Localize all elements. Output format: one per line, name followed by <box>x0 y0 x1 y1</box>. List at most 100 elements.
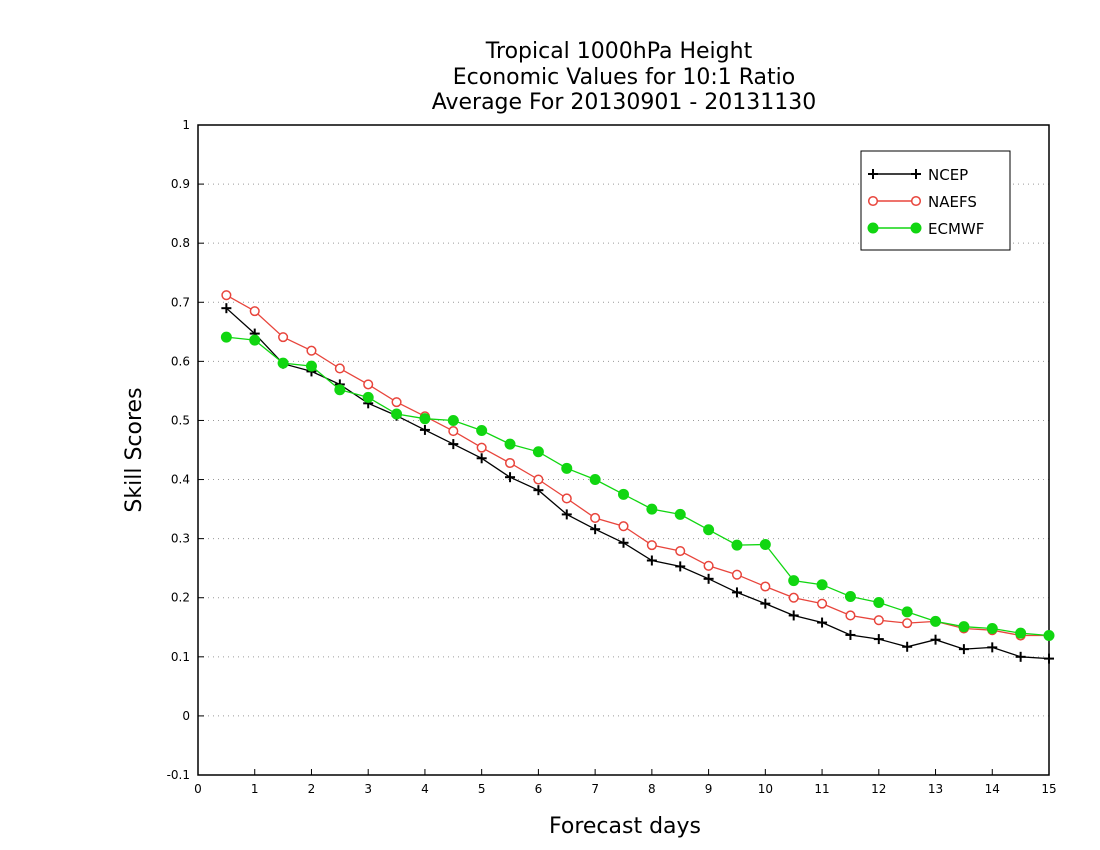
marker-plus <box>987 642 998 653</box>
marker-filled-circle <box>986 622 998 634</box>
marker-plus <box>561 509 572 520</box>
marker-filled-circle <box>476 425 488 436</box>
marker-filled-circle <box>419 413 431 425</box>
marker-filled-circle <box>873 596 885 608</box>
y-tick-label: 1 <box>182 118 190 132</box>
marker-filled-circle <box>532 446 544 458</box>
y-tick-label: 0 <box>182 709 190 723</box>
marker-open-circle <box>249 306 260 317</box>
marker-open-circle <box>910 195 922 207</box>
marker-filled-circle <box>447 414 459 426</box>
marker-plus <box>817 617 828 628</box>
marker-filled-circle <box>618 488 629 500</box>
marker-plus <box>902 641 913 652</box>
marker-filled-circle <box>589 474 601 486</box>
x-tick-label: 0 <box>194 782 202 796</box>
marker-open-circle <box>533 474 544 485</box>
marker-plus <box>675 561 686 572</box>
title-line-2: Economic Values for 10:1 Ratio <box>453 65 795 90</box>
plot-frame <box>197 124 1050 776</box>
marker-filled-circle <box>362 391 374 403</box>
series-ncep <box>221 303 1054 664</box>
marker-filled-circle <box>1015 627 1027 639</box>
marker-plus <box>845 629 856 640</box>
marker-plus <box>1015 651 1026 662</box>
marker-filled-circle <box>930 615 942 627</box>
series-line <box>226 294 1049 637</box>
marker-open-circle <box>675 545 686 557</box>
marker-open-circle <box>391 397 402 408</box>
legend: NCEP NAEFS ECMWF <box>860 150 1011 251</box>
marker-plus <box>533 485 544 496</box>
x-tick-label: 15 <box>1041 782 1056 796</box>
legend-item-ecmwf: ECMWF <box>867 220 984 238</box>
marker-filled-circle <box>867 222 879 234</box>
marker-open-circle <box>221 290 232 301</box>
marker-plus <box>958 644 969 655</box>
marker-open-circle <box>363 379 374 390</box>
y-tick-label: 0.5 <box>171 413 190 427</box>
marker-filled-circle <box>731 539 743 551</box>
marker-plus <box>590 524 601 535</box>
marker-open-circle <box>561 493 572 504</box>
series-line <box>225 307 1050 660</box>
marker-open-circle <box>902 618 913 629</box>
y-tick-label: 0.3 <box>171 532 190 546</box>
x-tick-label: 8 <box>648 782 656 796</box>
plot-series <box>220 290 1055 664</box>
marker-filled-circle <box>249 334 261 346</box>
marker-plus <box>868 169 878 179</box>
marker-plus <box>930 634 941 645</box>
marker-open-circle <box>873 615 884 626</box>
y-tick-label: 0.8 <box>171 236 190 250</box>
marker-plus <box>731 587 742 598</box>
y-tick-label: 0.2 <box>171 591 190 605</box>
marker-filled-circle <box>788 575 800 587</box>
marker-open-circle <box>476 442 487 453</box>
marker-open-circle <box>448 426 459 437</box>
y-tick-label: 0.4 <box>171 473 190 487</box>
marker-open-circle <box>278 332 289 343</box>
title-line-1: Tropical 1000hPa Height <box>485 39 753 64</box>
legend-item-ncep: NCEP <box>868 166 968 184</box>
y-axis-title: Skill Scores <box>122 387 147 512</box>
marker-open-circle <box>590 512 601 524</box>
title-line-3: Average For 20130901 - 20131130 <box>432 90 817 115</box>
marker-open-circle <box>306 345 317 356</box>
marker-plus <box>703 573 714 584</box>
marker-filled-circle <box>561 462 573 474</box>
marker-plus <box>1044 653 1054 664</box>
x-tick-label: 14 <box>985 782 1000 796</box>
marker-open-circle <box>618 521 629 532</box>
marker-filled-circle <box>334 384 346 396</box>
x-tick-label: 2 <box>308 782 316 796</box>
x-tick-label: 7 <box>591 782 599 796</box>
grid <box>198 183 1049 717</box>
marker-filled-circle <box>391 408 403 420</box>
marker-filled-circle <box>703 524 715 536</box>
marker-plus <box>788 610 799 621</box>
marker-open-circle <box>334 363 345 374</box>
legend-label: NAEFS <box>928 193 977 211</box>
y-tick-label: 0.9 <box>171 177 190 191</box>
legend-label: ECMWF <box>928 220 984 238</box>
marker-filled-circle <box>646 503 658 515</box>
marker-filled-circle <box>277 357 289 369</box>
marker-plus <box>505 472 516 483</box>
legend-label: NCEP <box>928 166 968 184</box>
x-tick-label: 11 <box>814 782 829 796</box>
marker-filled-circle <box>220 331 232 343</box>
marker-plus <box>760 598 771 609</box>
x-tick-label: 6 <box>535 782 543 796</box>
marker-plus <box>873 634 884 645</box>
marker-plus <box>419 424 430 435</box>
series-line <box>226 336 1050 637</box>
marker-plus <box>618 537 629 548</box>
x-tick-label: 3 <box>364 782 372 796</box>
y-tick-label: 0.6 <box>171 354 190 368</box>
marker-open-circle <box>731 569 743 580</box>
marker-filled-circle <box>901 606 913 618</box>
y-tick-label: 0.1 <box>171 650 190 664</box>
legend-item-naefs: NAEFS <box>867 193 977 211</box>
